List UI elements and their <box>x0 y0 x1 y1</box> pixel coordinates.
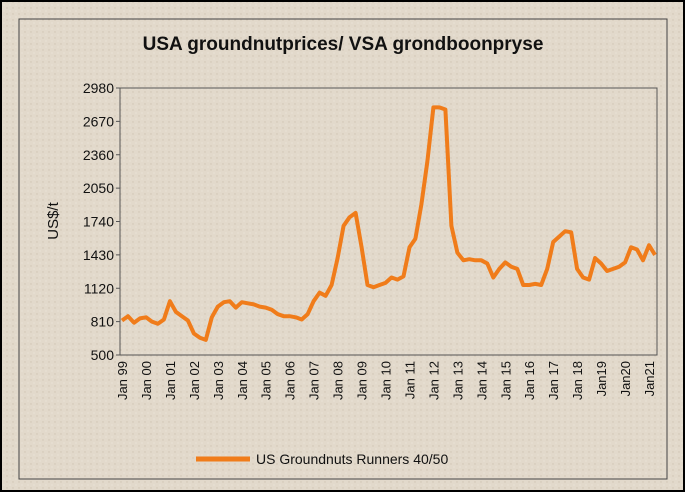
inner-frame <box>18 18 668 480</box>
legend-label: US Groundnuts Runners 40/50 <box>256 451 448 467</box>
x-tick-label: Jan 99 <box>115 361 130 400</box>
y-tick-label: 2360 <box>83 147 114 163</box>
x-tick-label: Jan 14 <box>474 361 489 400</box>
y-tick-label: 1740 <box>83 214 114 230</box>
y-tick-label: 2670 <box>83 113 114 129</box>
x-tick-label: Jan 02 <box>187 361 202 400</box>
y-tick-label: 1430 <box>83 247 114 263</box>
x-tick-label: Jan 16 <box>522 361 537 400</box>
x-tick-label: Jan 06 <box>283 361 298 400</box>
y-tick-label: 2980 <box>83 80 114 96</box>
x-tick-label: Jan 01 <box>163 361 178 400</box>
x-tick-label: Jan19 <box>594 361 609 396</box>
x-tick-label: Jan 18 <box>570 361 585 400</box>
x-tick-label: Jan 12 <box>426 361 441 400</box>
x-tick-label: Jan 17 <box>546 361 561 400</box>
x-tick-label: Jan 09 <box>355 361 370 400</box>
y-tick-label: 500 <box>91 347 115 363</box>
y-axis-label: US$/t <box>45 201 62 239</box>
x-tick-label: Jan 00 <box>139 361 154 400</box>
x-tick-label: Jan 15 <box>498 361 513 400</box>
line-series <box>120 105 657 342</box>
y-tick-label: 1120 <box>84 280 114 296</box>
chart-title: USA groundnutprices/ VSA grondboonpryse <box>143 34 544 55</box>
x-tick-label: Jan 10 <box>379 361 394 400</box>
x-tick-label: Jan20 <box>618 361 633 396</box>
x-tick-label: Jan 11 <box>402 361 417 399</box>
y-tick-label: 2050 <box>83 180 114 196</box>
x-tick-label: Jan 08 <box>331 361 346 400</box>
y-tick-label: 810 <box>91 314 115 330</box>
x-tick-label: Jan 07 <box>307 361 322 400</box>
x-tick-label: Jan 03 <box>211 361 226 400</box>
x-tick-label: Jan21 <box>642 361 657 396</box>
x-tick-label: Jan 13 <box>450 361 465 400</box>
x-tick-label: Jan 04 <box>235 361 250 400</box>
x-tick-label: Jan 05 <box>259 361 274 400</box>
